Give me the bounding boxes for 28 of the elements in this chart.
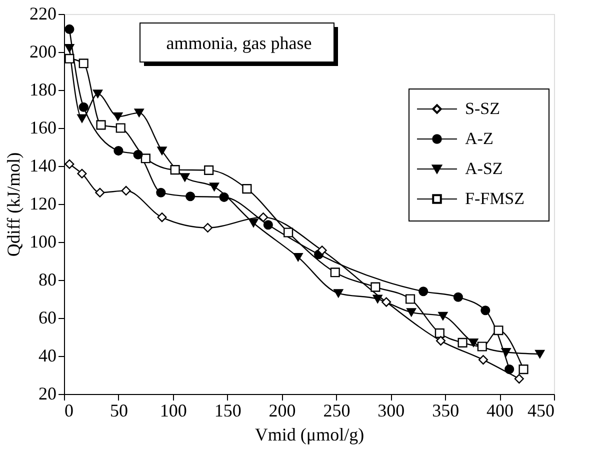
x-tick-label: 350	[432, 400, 460, 420]
x-tick-label: 0	[64, 400, 74, 420]
y-tick-label: 60	[38, 308, 56, 328]
legend-label: A-SZ	[465, 159, 503, 178]
y-axis-title: Qdiff (kJ/mol)	[4, 152, 24, 257]
x-tick-label: 300	[378, 400, 405, 420]
y-tick-label: 80	[38, 270, 56, 290]
legend-label: A-Z	[465, 129, 494, 148]
y-tick-label: 180	[30, 80, 56, 100]
x-axis-title: Vmid (μmol/g)	[254, 424, 364, 444]
y-tick-label: 160	[30, 118, 56, 138]
y-tick-label: 200	[30, 42, 56, 62]
x-tick-label: 250	[323, 400, 350, 420]
x-tick-label: 400	[486, 400, 514, 420]
annotation: ammonia, gas phase	[166, 33, 312, 53]
legend-label: F-FMSZ	[465, 189, 525, 208]
x-tick-label: 50	[110, 400, 128, 420]
x-tick-label: 150	[214, 400, 242, 420]
y-tick-label: 20	[38, 384, 56, 404]
y-tick-label: 220	[30, 4, 56, 24]
y-tick-label: 40	[38, 346, 56, 366]
x-tick-label: 100	[160, 400, 187, 420]
x-tick-label: 450	[528, 400, 554, 420]
y-tick-label: 120	[30, 194, 56, 214]
legend-label: S-SZ	[465, 99, 500, 118]
y-tick-label: 140	[30, 156, 56, 176]
x-tick-label: 200	[268, 400, 296, 420]
y-tick-label: 100	[30, 232, 56, 252]
